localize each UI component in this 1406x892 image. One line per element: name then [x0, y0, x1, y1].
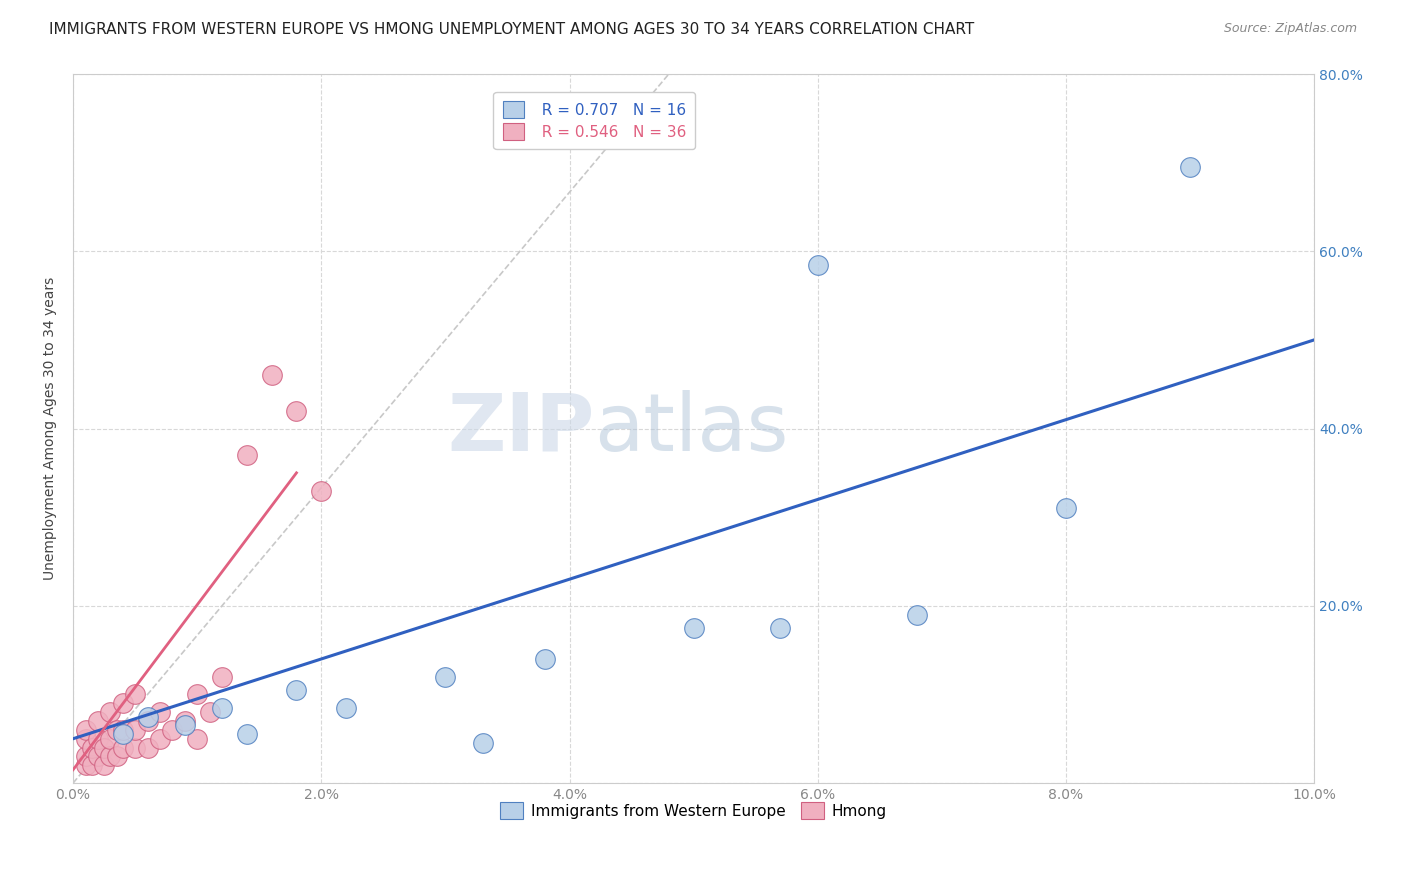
Point [93, 740, 115, 755]
Point [335, 700, 357, 714]
Point [98, 749, 121, 764]
Point [80, 758, 103, 772]
Point [136, 714, 159, 728]
Point [173, 714, 195, 728]
Point [173, 718, 195, 732]
Point [105, 749, 128, 764]
Point [311, 483, 333, 498]
Point [98, 731, 121, 746]
Point [75, 731, 97, 746]
Point [87, 714, 110, 728]
Point [533, 652, 555, 666]
Point [682, 621, 704, 635]
Point [186, 731, 208, 746]
Point [285, 404, 308, 418]
Point [1178, 160, 1201, 174]
Point [87, 749, 110, 764]
Y-axis label: Unemployment Among Ages 30 to 34 years: Unemployment Among Ages 30 to 34 years [44, 277, 58, 580]
Point [98, 705, 121, 719]
Point [236, 448, 259, 462]
Text: Source: ZipAtlas.com: Source: ZipAtlas.com [1223, 22, 1357, 36]
Point [769, 621, 792, 635]
Point [236, 727, 259, 741]
Point [1054, 501, 1077, 516]
Point [87, 731, 110, 746]
Point [75, 758, 97, 772]
Point [149, 731, 172, 746]
Text: IMMIGRANTS FROM WESTERN EUROPE VS HMONG UNEMPLOYMENT AMONG AGES 30 TO 34 YEARS C: IMMIGRANTS FROM WESTERN EUROPE VS HMONG … [49, 22, 974, 37]
Legend: Immigrants from Western Europe, Hmong: Immigrants from Western Europe, Hmong [495, 797, 893, 825]
Point [285, 683, 308, 698]
Point [136, 709, 159, 723]
Point [211, 700, 233, 714]
Text: ZIP: ZIP [447, 390, 595, 467]
Point [111, 696, 134, 710]
Point [149, 705, 172, 719]
Point [905, 607, 928, 622]
Point [162, 723, 184, 737]
Point [198, 705, 221, 719]
Point [111, 740, 134, 755]
Point [124, 723, 146, 737]
Point [186, 687, 208, 701]
Point [75, 723, 97, 737]
Point [124, 687, 146, 701]
Point [105, 723, 128, 737]
Point [471, 736, 494, 750]
Text: atlas: atlas [595, 390, 789, 467]
Point [80, 740, 103, 755]
Point [75, 749, 97, 764]
Point [93, 758, 115, 772]
Point [434, 670, 457, 684]
Point [136, 740, 159, 755]
Point [807, 258, 830, 272]
Point [111, 727, 134, 741]
Point [124, 740, 146, 755]
Point [211, 670, 233, 684]
Point [260, 368, 283, 383]
Point [111, 723, 134, 737]
